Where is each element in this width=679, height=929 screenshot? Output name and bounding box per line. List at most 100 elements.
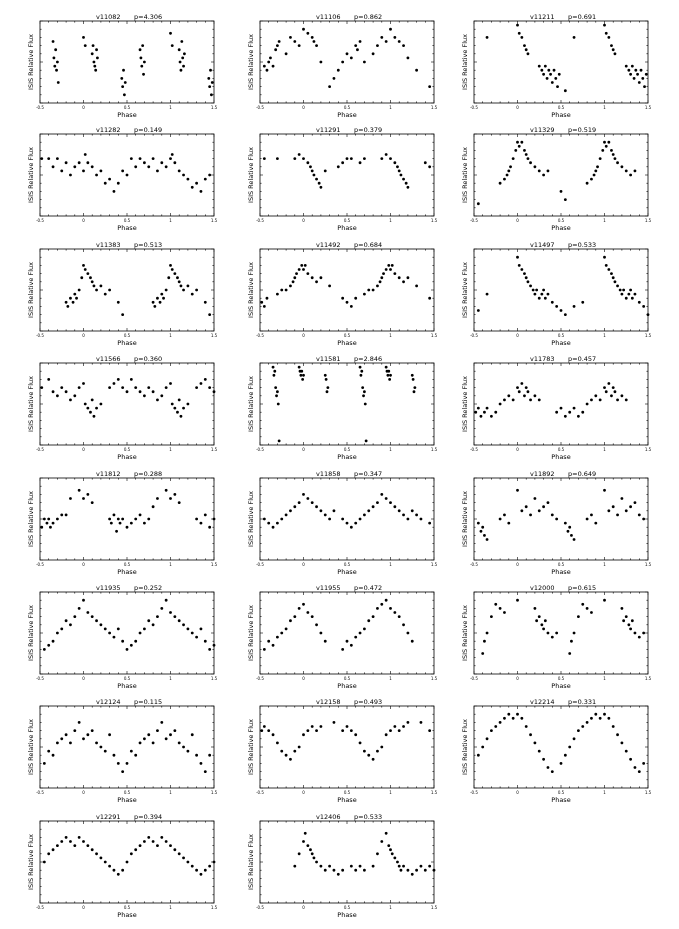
data-point <box>533 497 537 500</box>
data-point <box>179 68 183 72</box>
x-tick-label: 0 <box>82 562 85 567</box>
data-point <box>516 140 519 144</box>
panel-title-id: v12158 <box>316 698 341 706</box>
data-point <box>387 369 391 373</box>
data-point <box>301 378 305 381</box>
data-point <box>550 300 554 304</box>
data-point <box>611 386 615 389</box>
panel-title-period: p=0.347 <box>354 470 382 478</box>
y-axis-label: ISIS Relative Flux <box>247 605 255 661</box>
data-point <box>86 611 90 614</box>
data-point <box>89 410 92 414</box>
data-point <box>397 169 401 173</box>
data-point <box>182 173 185 177</box>
data-point <box>92 60 96 64</box>
x-tick-label: -0.5 <box>256 905 264 910</box>
data-point <box>542 627 545 631</box>
data-point <box>345 300 349 304</box>
data-point <box>397 864 401 868</box>
data-point <box>358 741 362 745</box>
data-point <box>143 161 146 165</box>
data-point <box>570 534 573 537</box>
data-point <box>297 268 301 271</box>
x-tick-label: -0.5 <box>36 447 44 452</box>
x-tick-label: 0.5 <box>344 447 351 452</box>
data-point <box>208 864 212 868</box>
data-point <box>173 272 177 275</box>
data-point <box>69 398 72 402</box>
x-axis-label: Phase <box>337 224 356 232</box>
x-tick-label: 1.5 <box>211 562 218 567</box>
data-point <box>112 868 116 872</box>
data-point <box>517 390 521 394</box>
x-tick-label: 0.5 <box>344 218 351 223</box>
data-point <box>354 733 358 737</box>
data-point <box>64 619 68 623</box>
data-point <box>297 365 301 369</box>
data-point <box>289 509 292 513</box>
data-point <box>554 77 558 80</box>
data-point <box>164 165 168 169</box>
data-point <box>129 852 133 856</box>
data-point <box>310 725 314 728</box>
y-axis-label: ISIS Relative Flux <box>27 147 35 203</box>
x-tick-label: 0.5 <box>344 790 351 795</box>
data-point <box>167 276 171 280</box>
x-tick-label: 0 <box>516 333 519 338</box>
y-axis-label: ISIS Relative Flux <box>461 491 469 547</box>
data-point <box>389 848 392 852</box>
data-point <box>47 643 51 647</box>
data-point <box>371 615 375 618</box>
data-point <box>363 868 366 872</box>
data-point <box>40 157 44 160</box>
data-point <box>332 509 336 513</box>
data-point <box>56 81 60 84</box>
data-point <box>299 373 303 377</box>
data-point <box>563 89 567 93</box>
x-tick-label: -0.5 <box>470 447 478 452</box>
data-point <box>169 157 172 160</box>
data-point <box>310 501 314 504</box>
data-point <box>594 169 598 173</box>
data-point <box>319 864 323 868</box>
x-axis-label: Phase <box>551 682 570 690</box>
x-tick-label: 1.5 <box>431 790 438 795</box>
data-point <box>349 305 353 308</box>
x-tick-label: 1.5 <box>645 105 652 110</box>
data-point <box>190 864 194 868</box>
data-point <box>177 741 181 745</box>
x-tick-label: -0.5 <box>256 105 264 110</box>
data-point <box>109 521 113 525</box>
data-point <box>64 300 68 304</box>
data-point <box>367 288 371 292</box>
data-point <box>103 181 107 185</box>
data-point <box>262 517 266 521</box>
data-point <box>199 627 203 631</box>
data-point <box>121 868 125 872</box>
panel-title-period: p=0.457 <box>568 355 596 363</box>
data-point <box>476 202 480 206</box>
data-point <box>182 288 185 292</box>
x-tick-label: 1 <box>169 218 172 223</box>
data-point <box>108 631 111 635</box>
data-point <box>138 631 142 635</box>
light-curve-svg: v11082 p=4.306 -0.5 0 0.5 1 1.5 Phase ISIS Relat… <box>27 13 218 119</box>
x-axis-label: Phase <box>551 453 570 461</box>
data-point <box>164 598 168 602</box>
data-point <box>630 619 634 623</box>
data-point <box>542 757 545 761</box>
light-curve-panel: v11955 p=0.472 -0.5 0 0.5 1 1.5 Phase ISIS Relat… <box>232 583 456 695</box>
data-point <box>384 365 388 369</box>
data-point <box>397 615 401 618</box>
data-point <box>622 619 626 623</box>
data-point <box>332 721 336 724</box>
data-point <box>563 753 567 757</box>
data-point <box>474 410 478 414</box>
data-point <box>590 398 593 402</box>
data-point <box>637 770 641 773</box>
data-point <box>354 635 358 639</box>
x-axis-label: Phase <box>551 111 570 119</box>
light-curve-panel: v11291 p=0.379 -0.5 0 0.5 1 1.5 Phase ISIS Relat… <box>232 125 456 237</box>
data-point <box>319 185 323 189</box>
data-point <box>481 525 485 529</box>
